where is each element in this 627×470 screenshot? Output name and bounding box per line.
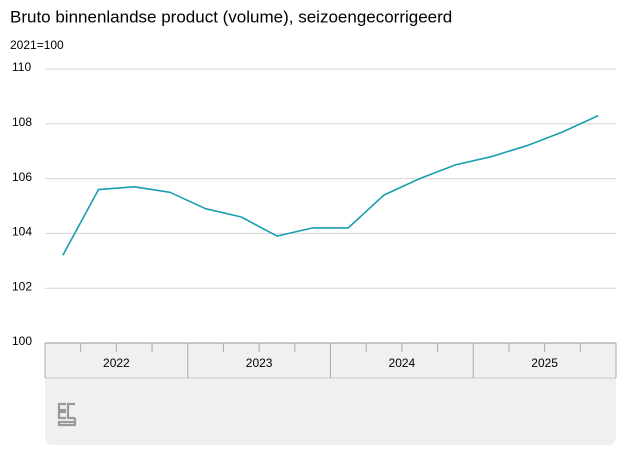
y-tick-label: 108: [12, 115, 32, 129]
y-tick-label: 104: [12, 225, 32, 239]
data-line: [62, 114, 599, 256]
logo: [57, 402, 77, 427]
year-label: 2025: [531, 356, 558, 370]
chart-subtitle: 2021=100: [10, 38, 64, 52]
year-label: 2024: [389, 356, 416, 370]
year-label: 2023: [246, 356, 273, 370]
y-tick-label: 110: [12, 60, 31, 74]
y-tick-label: 102: [12, 279, 32, 293]
year-label: 2022: [103, 356, 130, 370]
y-tick-label: 106: [12, 170, 32, 184]
chart-title: Bruto binnenlandse product (volume), sei…: [10, 7, 452, 26]
y-tick-label: 100: [12, 334, 32, 348]
